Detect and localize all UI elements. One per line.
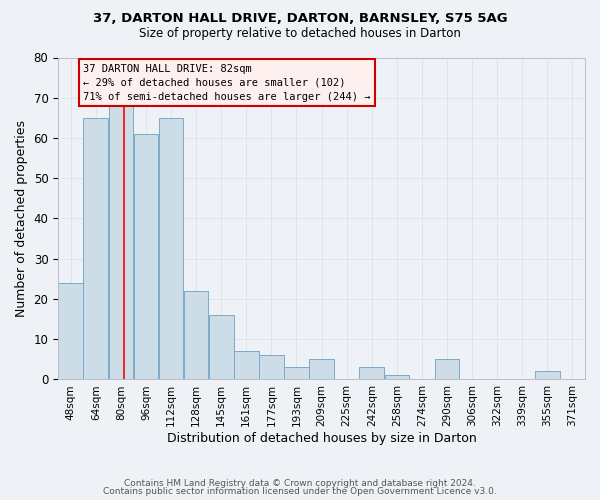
Text: 37, DARTON HALL DRIVE, DARTON, BARNSLEY, S75 5AG: 37, DARTON HALL DRIVE, DARTON, BARNSLEY,… [92, 12, 508, 26]
Bar [435, 360, 460, 380]
Bar [359, 368, 384, 380]
Text: 37 DARTON HALL DRIVE: 82sqm
← 29% of detached houses are smaller (102)
71% of se: 37 DARTON HALL DRIVE: 82sqm ← 29% of det… [83, 64, 371, 102]
Bar [58, 283, 83, 380]
Bar [109, 106, 133, 380]
Text: Size of property relative to detached houses in Darton: Size of property relative to detached ho… [139, 28, 461, 40]
Bar [309, 360, 334, 380]
Bar [259, 356, 284, 380]
Bar [184, 291, 208, 380]
Bar [134, 134, 158, 380]
Bar [209, 315, 233, 380]
Bar [535, 372, 560, 380]
Bar [234, 352, 259, 380]
Text: Contains HM Land Registry data © Crown copyright and database right 2024.: Contains HM Land Registry data © Crown c… [124, 478, 476, 488]
X-axis label: Distribution of detached houses by size in Darton: Distribution of detached houses by size … [167, 432, 476, 445]
Text: Contains public sector information licensed under the Open Government Licence v3: Contains public sector information licen… [103, 487, 497, 496]
Y-axis label: Number of detached properties: Number of detached properties [15, 120, 28, 317]
Bar [83, 118, 108, 380]
Bar [159, 118, 184, 380]
Bar [385, 376, 409, 380]
Bar [284, 368, 309, 380]
